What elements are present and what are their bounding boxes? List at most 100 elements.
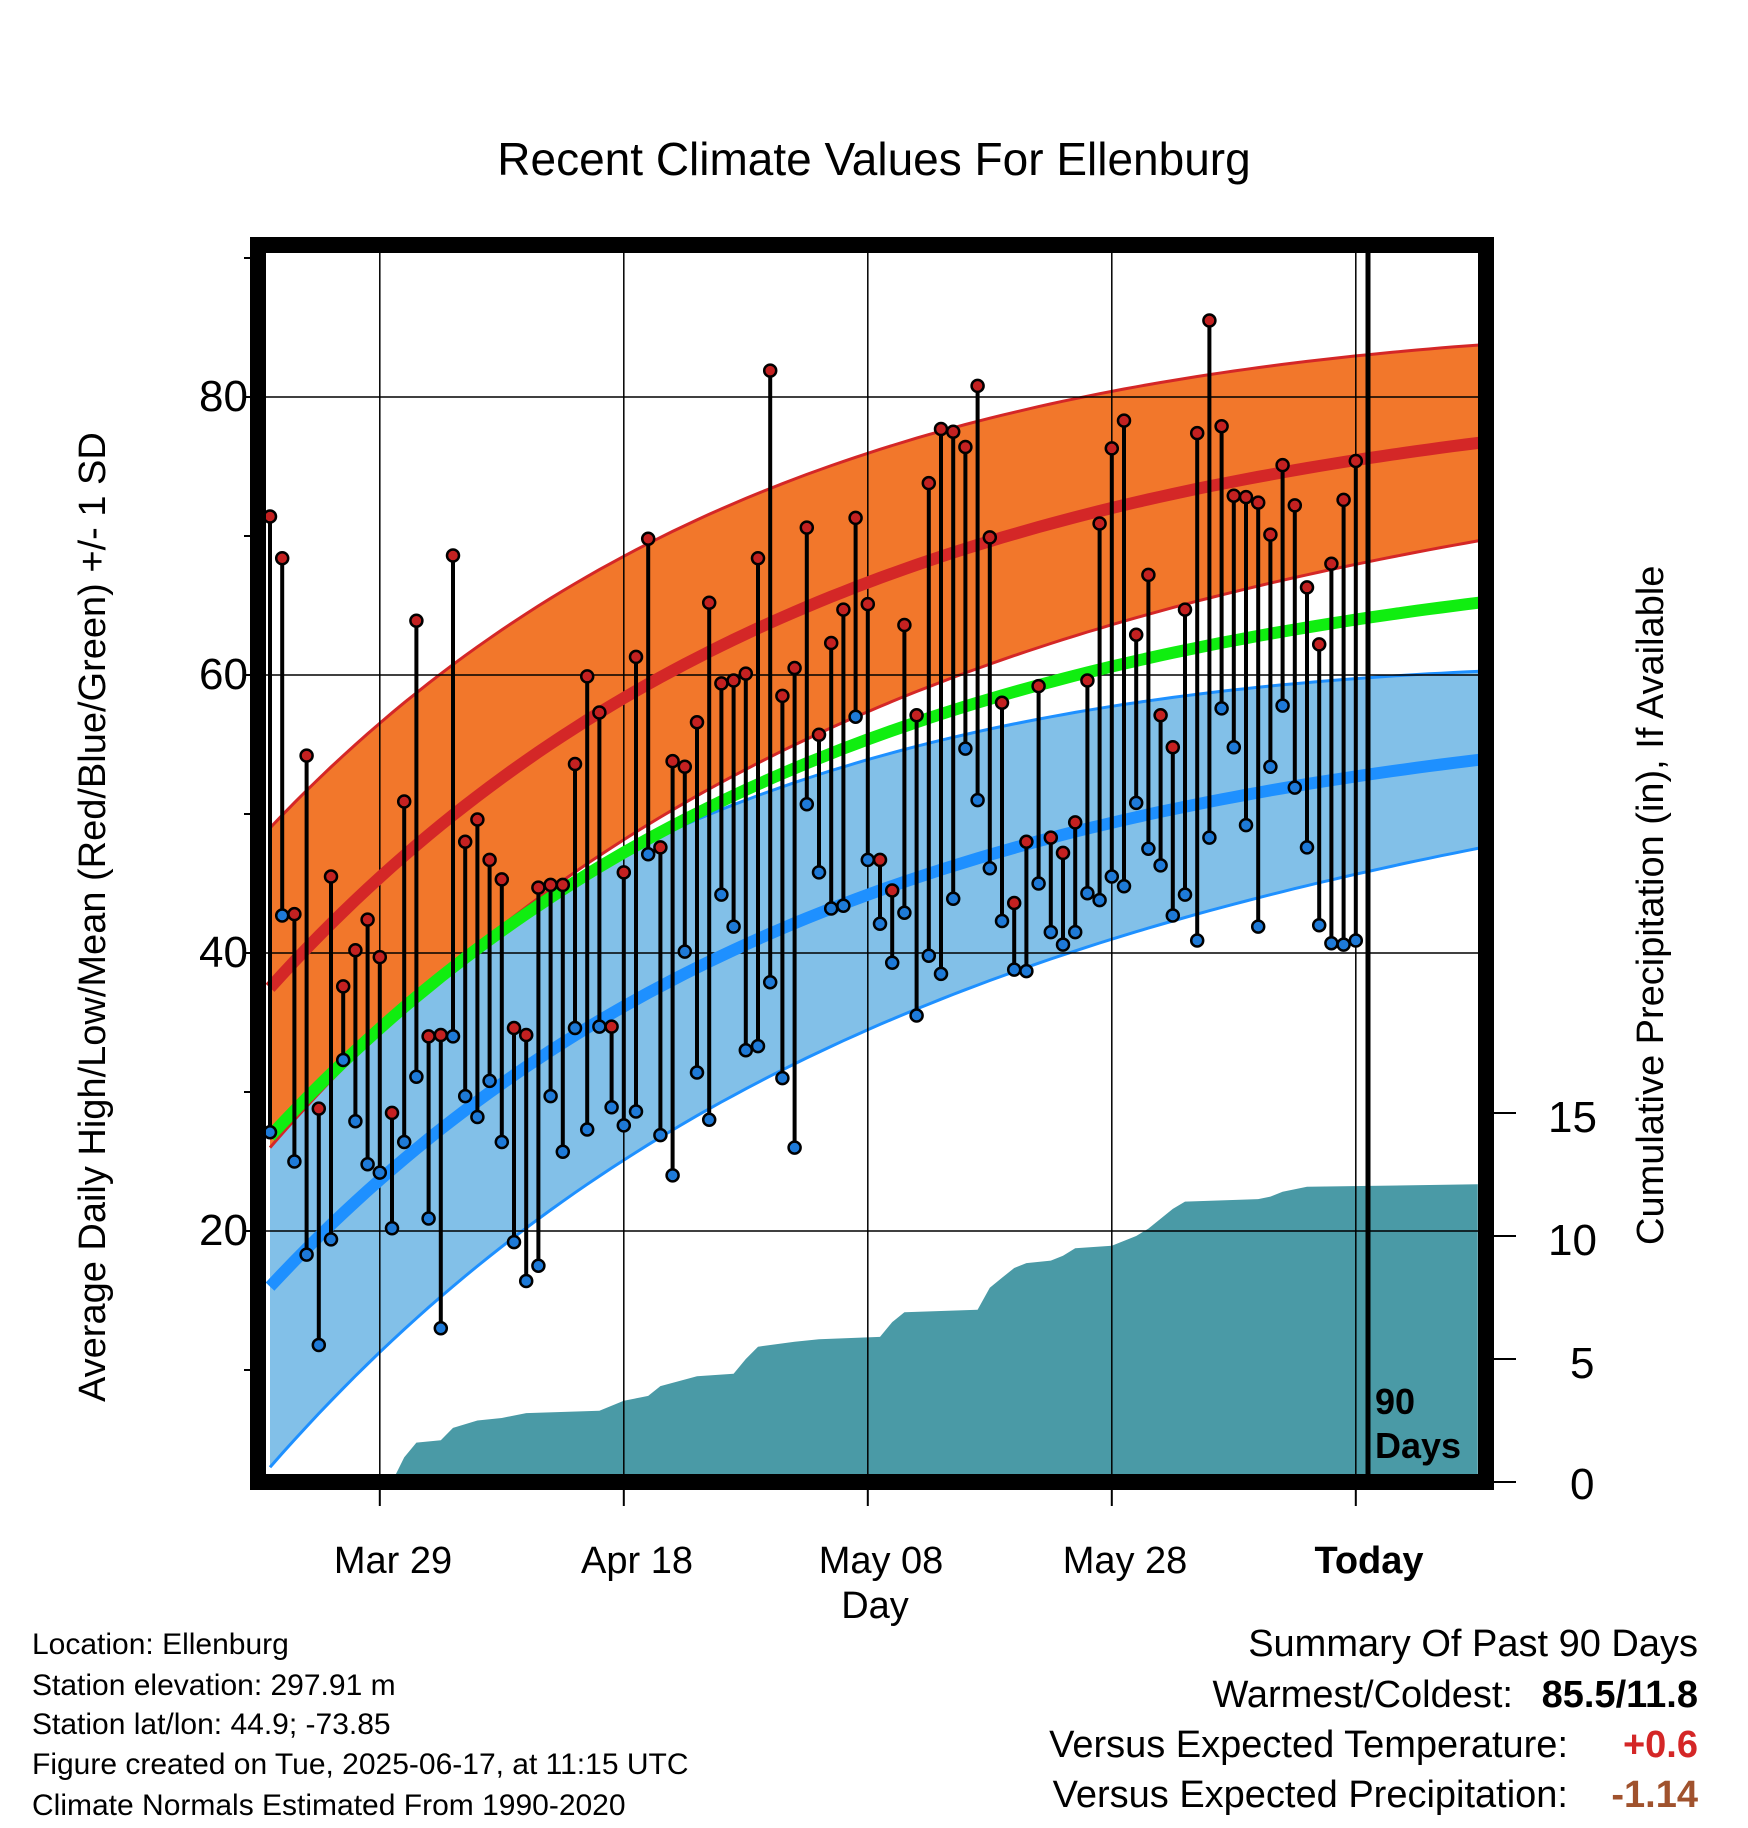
y-axis-label: Average Daily High/Low/Mean (Red/Blue/Gr…: [72, 432, 114, 1402]
daily-high-point: [640, 531, 656, 547]
daily-high-point: [1092, 516, 1107, 531]
daily-low-point: [1336, 937, 1351, 952]
daily-high-point: [1263, 527, 1278, 542]
daily-high-point: [689, 715, 705, 730]
daily-low-point: [311, 1337, 327, 1353]
daily-high-point: [299, 748, 314, 763]
daily-high-point: [909, 708, 924, 723]
daily-low-point: [982, 860, 998, 876]
footer-elevation: Station elevation: 297.91 m: [32, 1669, 396, 1702]
footer-created: Figure created on Tue, 2025-06-17, at 11…: [32, 1748, 689, 1781]
daily-high-point: [1116, 413, 1132, 428]
y-tick-label: 80: [199, 372, 248, 421]
y2-tick-label: 5: [1570, 1339, 1595, 1388]
daily-high-point: [604, 1019, 619, 1034]
footer-latlon: Station lat/lon: 44.9; -73.85: [32, 1708, 391, 1741]
daily-high-point: [799, 520, 815, 535]
daily-low-point: [884, 955, 900, 970]
daily-high-point: [335, 979, 351, 994]
daily-low-point: [409, 1069, 424, 1084]
daily-high-point: [1165, 740, 1181, 755]
summary-temp-value: +0.6: [1622, 1724, 1698, 1766]
y-tick-label: 20: [199, 1206, 248, 1255]
daily-low-point: [1263, 759, 1278, 774]
daily-low-point: [762, 974, 778, 990]
plot-border: [250, 237, 1494, 1490]
daily-high-point: [506, 1020, 522, 1036]
daily-high-point: [1287, 498, 1303, 513]
y-tick-label: 40: [199, 928, 248, 977]
daily-low-point: [579, 1122, 595, 1137]
daily-low-point: [335, 1052, 351, 1068]
daily-high-point: [958, 439, 973, 455]
daily-high-point: [701, 595, 717, 610]
daily-low-point: [421, 1211, 436, 1226]
daily-high-point: [543, 877, 558, 893]
daily-high-point: [323, 869, 339, 884]
high-sd-band: [270, 344, 1490, 1148]
daily-low-point: [945, 891, 961, 907]
daily-low-point: [1067, 924, 1083, 940]
footer-normals: Climate Normals Estimated From 1990-2020: [32, 1789, 626, 1822]
daily-low-point: [640, 847, 656, 862]
summary-warm-cold-label: Warmest/Coldest:: [1212, 1674, 1513, 1716]
daily-high-point: [872, 852, 888, 868]
today-days-label: 90 Days: [1375, 1381, 1462, 1466]
daily-high-point: [787, 660, 802, 676]
cumulative-precip-area: [270, 1184, 1478, 1482]
daily-low-point: [482, 1073, 497, 1089]
summary-precip-value: -1.14: [1611, 1774, 1698, 1816]
daily-low-point: [1080, 885, 1095, 901]
daily-high-point: [1006, 895, 1022, 911]
plot-frame: [244, 237, 1516, 1506]
daily-low-point: [665, 1168, 680, 1183]
daily-low-point: [1006, 962, 1022, 977]
y2-tick-label: 0: [1570, 1460, 1595, 1509]
daily-high-point: [482, 852, 497, 868]
daily-high-point: [311, 1101, 327, 1116]
daily-low-point: [1055, 937, 1071, 952]
daily-low-point: [1177, 887, 1193, 902]
summary-temp-label: Versus Expected Temperature:: [1049, 1724, 1568, 1766]
daily-low-point: [1250, 919, 1266, 934]
daily-high-point: [1067, 815, 1083, 830]
daily-low-point: [384, 1220, 400, 1236]
daily-high-point: [1202, 313, 1217, 328]
daily-low-point: [909, 1008, 924, 1023]
daily-low-point: [616, 1118, 632, 1133]
daily-low-point: [1275, 698, 1290, 713]
daily-low-point: [287, 1154, 302, 1169]
daily-high-point: [933, 421, 949, 437]
daily-high-point: [897, 617, 912, 633]
daily-low-point: [1202, 830, 1217, 845]
daily-low-point: [494, 1134, 510, 1150]
daily-high-point: [762, 363, 778, 378]
daily-low-point: [958, 741, 973, 756]
daily-low-point: [1214, 701, 1229, 716]
daily-high-point: [970, 378, 985, 394]
daily-low-point: [787, 1140, 802, 1155]
daily-low-point: [445, 1029, 461, 1044]
daily-low-point: [811, 865, 827, 880]
daily-low-point: [750, 1038, 766, 1054]
daily-high-point: [945, 424, 961, 439]
daily-low-point: [567, 1020, 583, 1036]
daily-low-point: [689, 1065, 705, 1080]
daily-low-point: [1043, 924, 1059, 940]
daily-low-point: [1324, 936, 1339, 951]
daily-high-point: [433, 1027, 449, 1043]
daily-low-point: [433, 1321, 449, 1336]
precipitation-area: [270, 1184, 1478, 1482]
daily-low-point: [628, 1104, 644, 1119]
daily-high-point: [579, 669, 595, 684]
daily-low-point: [1128, 795, 1144, 811]
daily-low-point: [848, 709, 863, 724]
daily-low-point: [1104, 869, 1120, 884]
daily-high-point: [1128, 627, 1144, 642]
daily-low-point: [921, 948, 937, 964]
daily-high-point: [1153, 708, 1168, 723]
daily-high-point: [518, 1027, 534, 1043]
daily-low-point: [836, 898, 851, 913]
daily-high-point: [1043, 830, 1059, 845]
x-axis-label: Day: [841, 1585, 909, 1627]
